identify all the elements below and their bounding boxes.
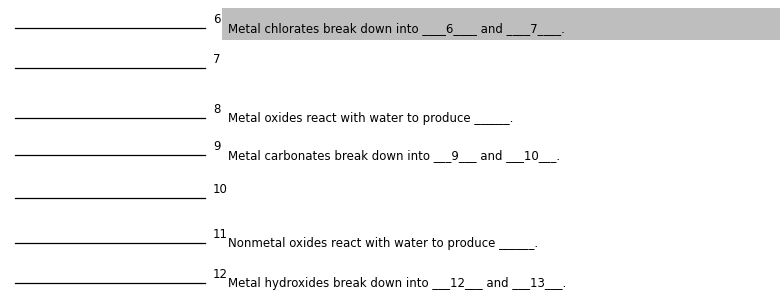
Text: 12: 12 [213,268,228,281]
Text: 11: 11 [213,228,228,241]
Text: Nonmetal oxides react with water to produce ______.: Nonmetal oxides react with water to prod… [228,237,538,250]
Text: 10: 10 [213,183,228,196]
Text: Metal oxides react with water to produce ______.: Metal oxides react with water to produce… [228,112,514,125]
Text: Metal carbonates break down into ___9___ and ___10___.: Metal carbonates break down into ___9___… [228,149,560,162]
Text: 6: 6 [213,13,220,26]
Bar [222,8,780,40]
Text: 7: 7 [213,53,220,66]
Text: Metal chlorates break down into ____6____ and ____7____.: Metal chlorates break down into ____6___… [228,22,565,35]
Text: 9: 9 [213,140,220,153]
Text: 8: 8 [213,103,220,116]
Text: Metal hydroxides break down into ___12___ and ___13___.: Metal hydroxides break down into ___12__… [228,277,566,290]
